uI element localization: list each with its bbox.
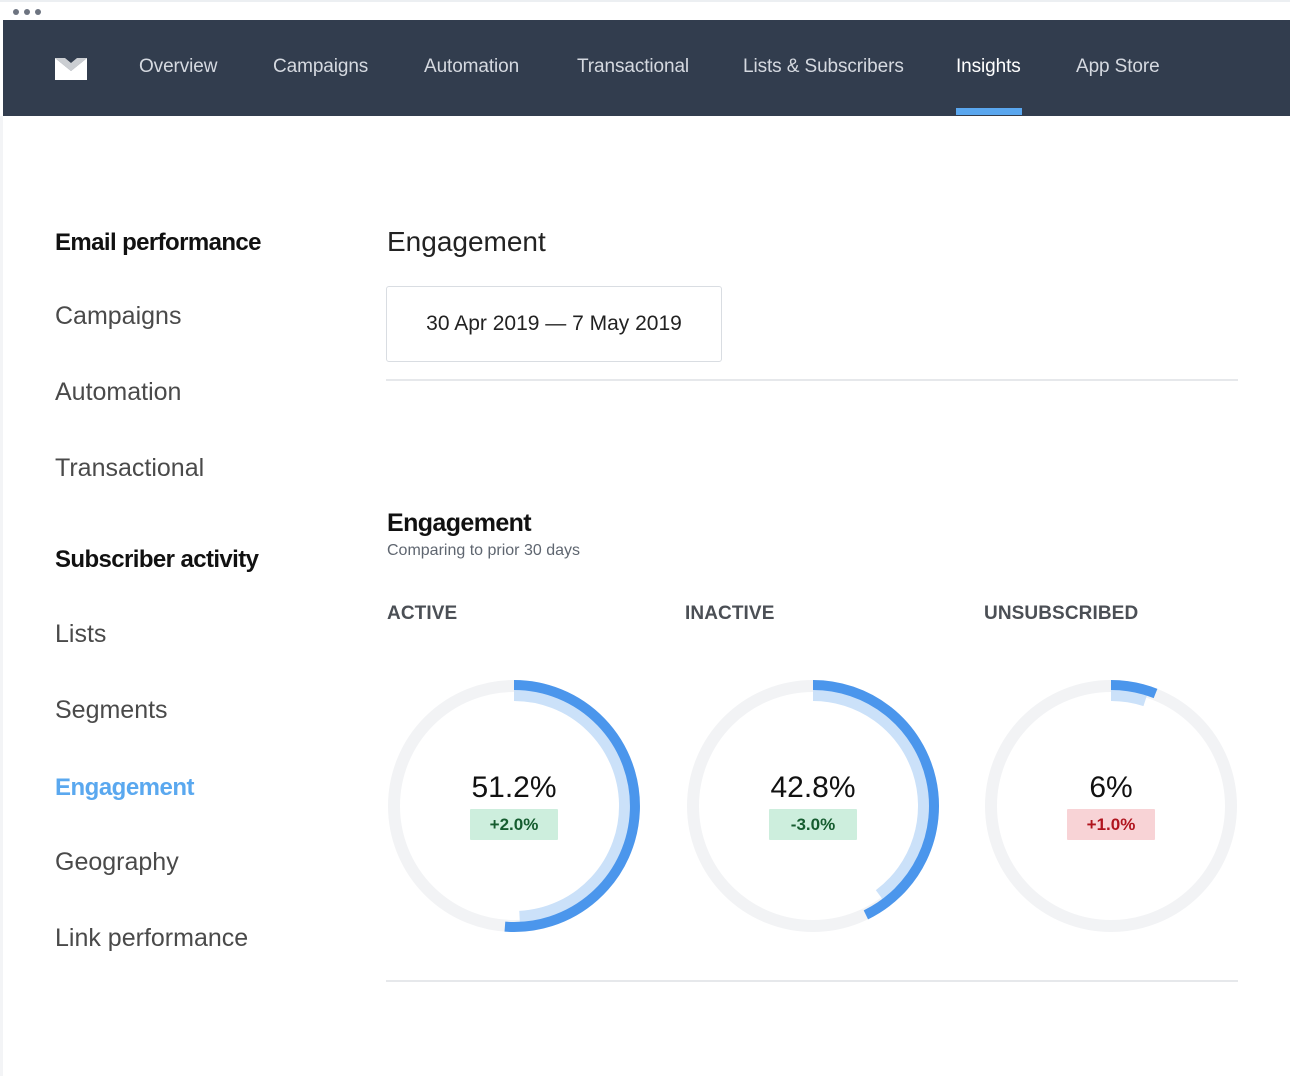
delta-badge: -3.0% [769,809,857,840]
metric-label-inactive: INACTIVE [685,603,775,624]
ring-prior-arc [812,687,933,902]
ring-current-arc [1110,680,1158,699]
ring-prior-arc [513,687,633,925]
nav-insights[interactable]: Insights [956,56,1021,77]
sidebar-item-campaigns[interactable]: Campaigns [55,302,182,330]
gauge-inactive: 42.8% -3.0% [685,678,941,934]
ring-track [985,680,1237,932]
section-title: Engagement [387,509,532,537]
sidebar-item-lists[interactable]: Lists [55,620,107,648]
sidebar-heading-email-performance: Email performance [55,229,261,256]
metric-label-unsubscribed: UNSUBSCRIBED [984,603,1139,624]
window-dots [13,9,41,15]
sidebar-item-engagement[interactable]: Engagement [55,774,195,801]
ring-current-arc [504,680,640,932]
sidebar-item-automation[interactable]: Automation [55,378,182,406]
window-chrome [0,0,1290,20]
active-nav-indicator [956,108,1022,115]
nav-overview[interactable]: Overview [139,56,218,77]
window-left-border [0,116,3,1076]
gauge-unsubscribed: 6% +1.0% [983,678,1239,934]
nav-lists-subscribers[interactable]: Lists & Subscribers [743,56,904,77]
sidebar-heading-subscriber-activity: Subscriber activity [55,546,259,573]
gauge-ring-inactive [687,680,939,932]
delta-badge: +2.0% [470,809,558,840]
delta-badge: +1.0% [1067,809,1155,840]
page-title: Engagement [387,226,546,257]
metric-label-active: ACTIVE [387,603,458,624]
gauge-value: 51.2% [471,771,557,804]
gauge-value: 6% [1089,771,1133,804]
sidebar-item-transactional[interactable]: Transactional [55,454,205,482]
gauge-ring-unsubscribed [985,680,1237,932]
window-dot [35,9,41,15]
divider [386,379,1238,381]
sidebar-item-geography[interactable]: Geography [55,848,179,876]
envelope-logo-icon[interactable] [55,58,87,80]
window-dot [24,9,30,15]
window-dot [13,9,19,15]
sidebar-item-link-performance[interactable]: Link performance [55,924,249,952]
ring-current-arc [812,680,939,920]
gauge-active: 51.2% +2.0% [386,678,642,934]
divider [386,980,1238,982]
nav-transactional[interactable]: Transactional [577,56,690,77]
top-navigation: Overview Campaigns Automation Transactio… [3,20,1290,116]
sidebar-item-segments[interactable]: Segments [55,696,168,724]
section-subtitle: Comparing to prior 30 days [387,542,580,559]
nav-app-store[interactable]: App Store [1076,56,1160,77]
date-range-picker[interactable]: 30 Apr 2019 — 7 May 2019 [386,286,722,362]
gauge-ring-active [388,680,640,932]
ring-prior-arc [1110,687,1148,707]
nav-automation[interactable]: Automation [424,56,520,77]
nav-campaigns[interactable]: Campaigns [273,56,369,77]
gauge-value: 42.8% [770,771,856,804]
